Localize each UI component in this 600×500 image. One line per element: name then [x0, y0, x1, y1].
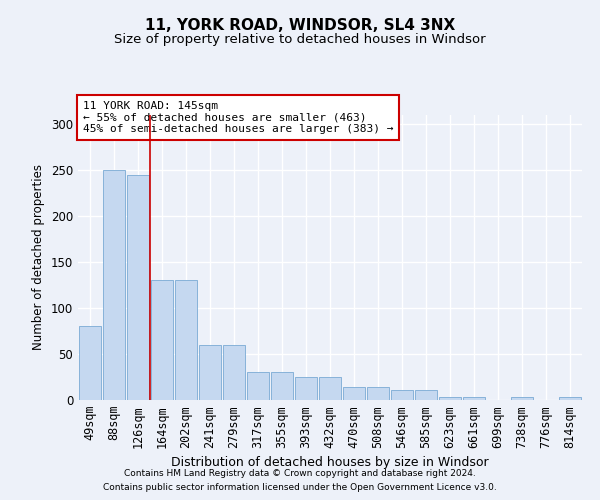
- Bar: [103, 170, 125, 400]
- Bar: [223, 345, 245, 400]
- Bar: [295, 377, 317, 400]
- Bar: [247, 372, 269, 400]
- Bar: [79, 326, 101, 400]
- Text: 11 YORK ROAD: 145sqm
← 55% of detached houses are smaller (463)
45% of semi-deta: 11 YORK ROAD: 145sqm ← 55% of detached h…: [83, 101, 394, 134]
- Bar: [319, 377, 341, 400]
- Bar: [463, 397, 485, 400]
- Bar: [151, 280, 173, 400]
- Bar: [175, 280, 197, 400]
- Bar: [343, 387, 365, 400]
- Bar: [127, 175, 149, 400]
- Bar: [439, 397, 461, 400]
- Bar: [199, 345, 221, 400]
- Text: 11, YORK ROAD, WINDSOR, SL4 3NX: 11, YORK ROAD, WINDSOR, SL4 3NX: [145, 18, 455, 32]
- Bar: [391, 390, 413, 400]
- Bar: [559, 397, 581, 400]
- Bar: [511, 397, 533, 400]
- X-axis label: Distribution of detached houses by size in Windsor: Distribution of detached houses by size …: [171, 456, 489, 469]
- Bar: [271, 372, 293, 400]
- Text: Contains HM Land Registry data © Crown copyright and database right 2024.: Contains HM Land Registry data © Crown c…: [124, 468, 476, 477]
- Text: Contains public sector information licensed under the Open Government Licence v3: Contains public sector information licen…: [103, 484, 497, 492]
- Bar: [415, 390, 437, 400]
- Y-axis label: Number of detached properties: Number of detached properties: [32, 164, 46, 350]
- Text: Size of property relative to detached houses in Windsor: Size of property relative to detached ho…: [114, 32, 486, 46]
- Bar: [367, 387, 389, 400]
